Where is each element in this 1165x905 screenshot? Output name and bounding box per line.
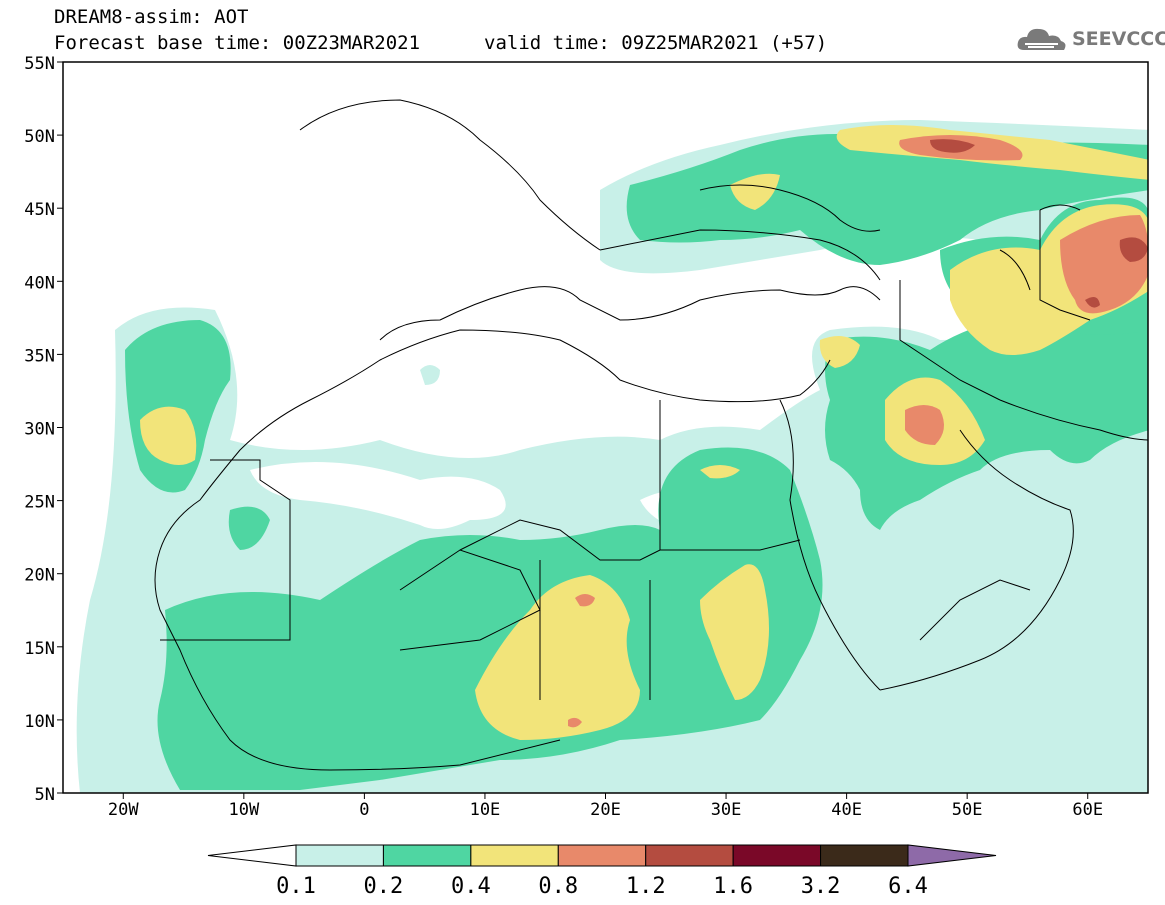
colorbar-level-label: 0.1 <box>276 874 316 899</box>
colorbar-level-label: 0.8 <box>538 874 578 899</box>
lon-tick-label: 10E <box>470 800 501 820</box>
colorbar-level-label: 3.2 <box>801 874 841 899</box>
lat-tick-label: 5N <box>35 785 55 805</box>
lat-tick-label: 35N <box>24 346 55 366</box>
forecast-base-time: Forecast base time: 00Z23MAR2021 <box>54 32 421 54</box>
lon-tick-label: 20E <box>590 800 621 820</box>
coastlines <box>154 99 1148 771</box>
colorbar-swatch <box>295 844 384 867</box>
colorbar-level-label: 1.6 <box>713 874 753 899</box>
colorbar: 0.1 0.2 0.4 0.8 1.2 1.6 3.2 6.4 <box>207 844 997 899</box>
lon-tick-label: 10W <box>228 800 259 820</box>
lon-tick-label: 0 <box>359 800 369 820</box>
colorbar-swatch <box>820 844 909 867</box>
lat-tick-label: 20N <box>24 566 55 586</box>
lat-tick-label: 55N <box>24 54 55 74</box>
lat-tick-label: 10N <box>24 712 55 732</box>
colorbar-under-arrow <box>207 844 297 867</box>
lat-tick-label: 25N <box>24 493 55 513</box>
colorbar-swatch <box>470 844 559 867</box>
lat-tick-label: 30N <box>24 420 55 440</box>
colorbar-level-label: 0.2 <box>364 874 404 899</box>
colorbar-level-label: 6.4 <box>888 874 928 899</box>
lat-tick-label: 50N <box>24 127 55 147</box>
lon-tick-label: 20W <box>108 800 139 820</box>
colorbar-level-label: 0.4 <box>451 874 491 899</box>
colorbar-swatch <box>645 844 734 867</box>
colorbar-swatch <box>732 844 822 867</box>
valid-time: valid time: 09Z25MAR2021 (+57) <box>484 32 828 54</box>
aot-level-1.2 <box>930 139 1148 308</box>
map-title: DREAM8-assim: AOT <box>54 6 249 28</box>
lon-tick-label: 60E <box>1072 800 1103 820</box>
colorbar-swatch <box>382 844 472 867</box>
logo: SEEVCCC <box>1016 24 1165 54</box>
lat-tick-label: 45N <box>24 200 55 220</box>
aot-field <box>76 120 1148 793</box>
lon-tick-label: 50E <box>952 800 983 820</box>
lon-tick-label: 40E <box>831 800 862 820</box>
axis-ticks: 55N 50N 45N 40N 35N 30N 25N 20N 15N 10N 5N 20W 10W 0 1… <box>24 54 1103 820</box>
colorbar-swatch <box>557 844 647 867</box>
colorbar-over-arrow <box>907 844 997 867</box>
lat-tick-label: 40N <box>24 273 55 293</box>
logo-text: SEEVCCC <box>1072 28 1165 50</box>
lat-tick-label: 15N <box>24 639 55 659</box>
lon-tick-label: 30E <box>711 800 742 820</box>
cloud-icon <box>1017 28 1066 50</box>
colorbar-level-label: 1.2 <box>626 874 666 899</box>
